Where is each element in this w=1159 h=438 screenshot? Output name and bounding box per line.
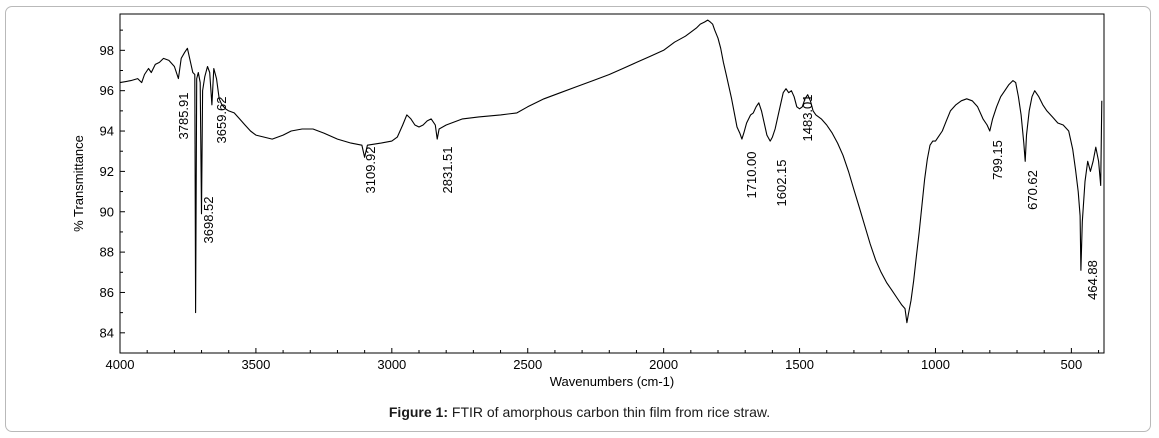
y-tick-label: 98 <box>100 43 114 58</box>
chart-svg: 4000 3500 3000 2500 2000 1500 1000 500 84 86 88 90 9… <box>71 13 1105 389</box>
x-tick-label: 2500 <box>513 357 542 372</box>
caption-prefix: Figure 1: <box>388 404 448 420</box>
peak-label: 670.62 <box>1025 170 1040 210</box>
ftir-chart: 4000 3500 3000 2500 2000 1500 1000 500 84 86 88 90 9… <box>71 13 1105 389</box>
y-tick-label: 88 <box>100 245 114 260</box>
y-tick-label: 86 <box>100 285 114 300</box>
x-tick-label: 2000 <box>649 357 678 372</box>
peak-label: 464.88 <box>1085 260 1100 300</box>
x-tick-label: 4000 <box>106 357 135 372</box>
peak-label: 1710.00 <box>744 152 759 199</box>
peak-label: 3698.52 <box>201 197 216 244</box>
peak-label: 1483.01 <box>800 95 815 142</box>
peak-label: 3659.62 <box>214 97 229 144</box>
y-tick-label: 84 <box>100 325 114 340</box>
y-tick-label: 92 <box>100 164 114 179</box>
plot-area-border <box>119 13 1105 354</box>
peak-label: 3109.92 <box>363 147 378 194</box>
x-tick-label: 3000 <box>377 357 406 372</box>
x-axis-label: Wavenumbers (cm-1) <box>550 374 674 389</box>
peak-label: 799.15 <box>990 140 1005 180</box>
peak-label: 2831.51 <box>440 147 455 194</box>
y-axis-label: % Transmittance <box>71 135 86 232</box>
figure-caption: Figure 1: FTIR of amorphous carbon thin … <box>0 404 1159 420</box>
peak-label: 3785.91 <box>176 93 191 140</box>
y-tick-label: 96 <box>100 83 114 98</box>
x-tick-label: 3500 <box>241 357 270 372</box>
x-tick-label: 500 <box>1061 357 1083 372</box>
spectrum-line <box>119 19 1103 324</box>
x-tick-label: 1000 <box>921 357 950 372</box>
peak-label: 1602.15 <box>774 160 789 207</box>
x-tick-label: 1500 <box>785 357 814 372</box>
y-tick-label: 90 <box>100 204 114 219</box>
y-tick-label: 94 <box>100 124 114 139</box>
caption-text: FTIR of amorphous carbon thin film from … <box>448 404 771 420</box>
